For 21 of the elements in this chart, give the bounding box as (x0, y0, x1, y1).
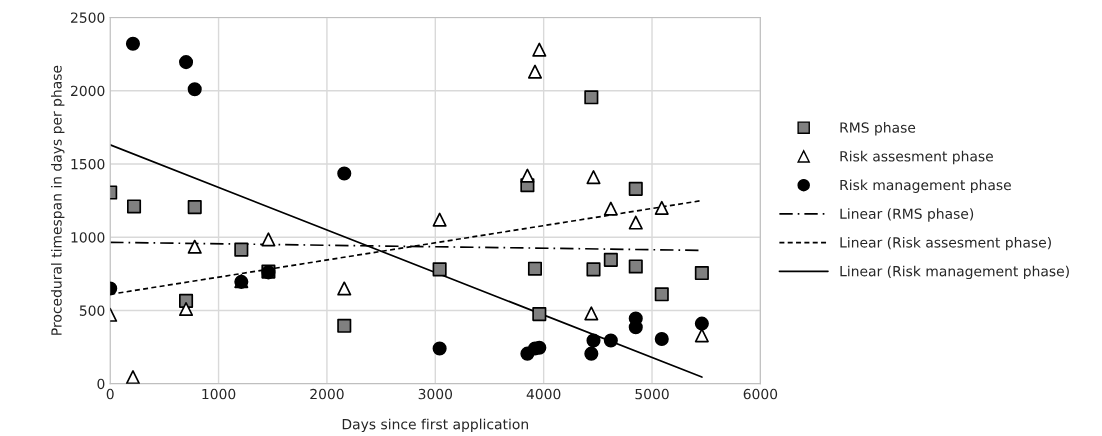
x-tick-label: 5000 (635, 388, 669, 400)
y-tick-label: 2000 (71, 85, 105, 97)
y-tick-label: 0 (97, 378, 105, 390)
legend-label: RMS phase (840, 122, 916, 136)
x-tick-label: 4000 (526, 388, 561, 400)
x-tick-label: 0 (106, 388, 114, 400)
legend-label: Risk assesment phase (840, 150, 993, 165)
x-tick-label: 1000 (202, 388, 236, 400)
legend-label: Linear (Risk assesment phase) (840, 236, 1051, 251)
y-tick-label: 1000 (71, 232, 105, 243)
x-tick-label: 6000 (743, 388, 778, 400)
legend-label: Linear (Risk management phase) (840, 265, 1069, 280)
x-tick-label: 2000 (310, 388, 344, 400)
y-axis-title: Procedural timespan in days per phase (50, 65, 65, 335)
x-axis-title: Days since first application (342, 418, 528, 433)
legend-label: Linear (RMS phase) (840, 208, 974, 222)
y-tick-label: 2500 (71, 12, 105, 23)
x-tick-label: 3000 (418, 388, 453, 400)
y-tick-label: 500 (79, 305, 105, 316)
legend-label: Risk management phase (840, 179, 1011, 193)
y-tick-label: 1500 (71, 158, 105, 170)
